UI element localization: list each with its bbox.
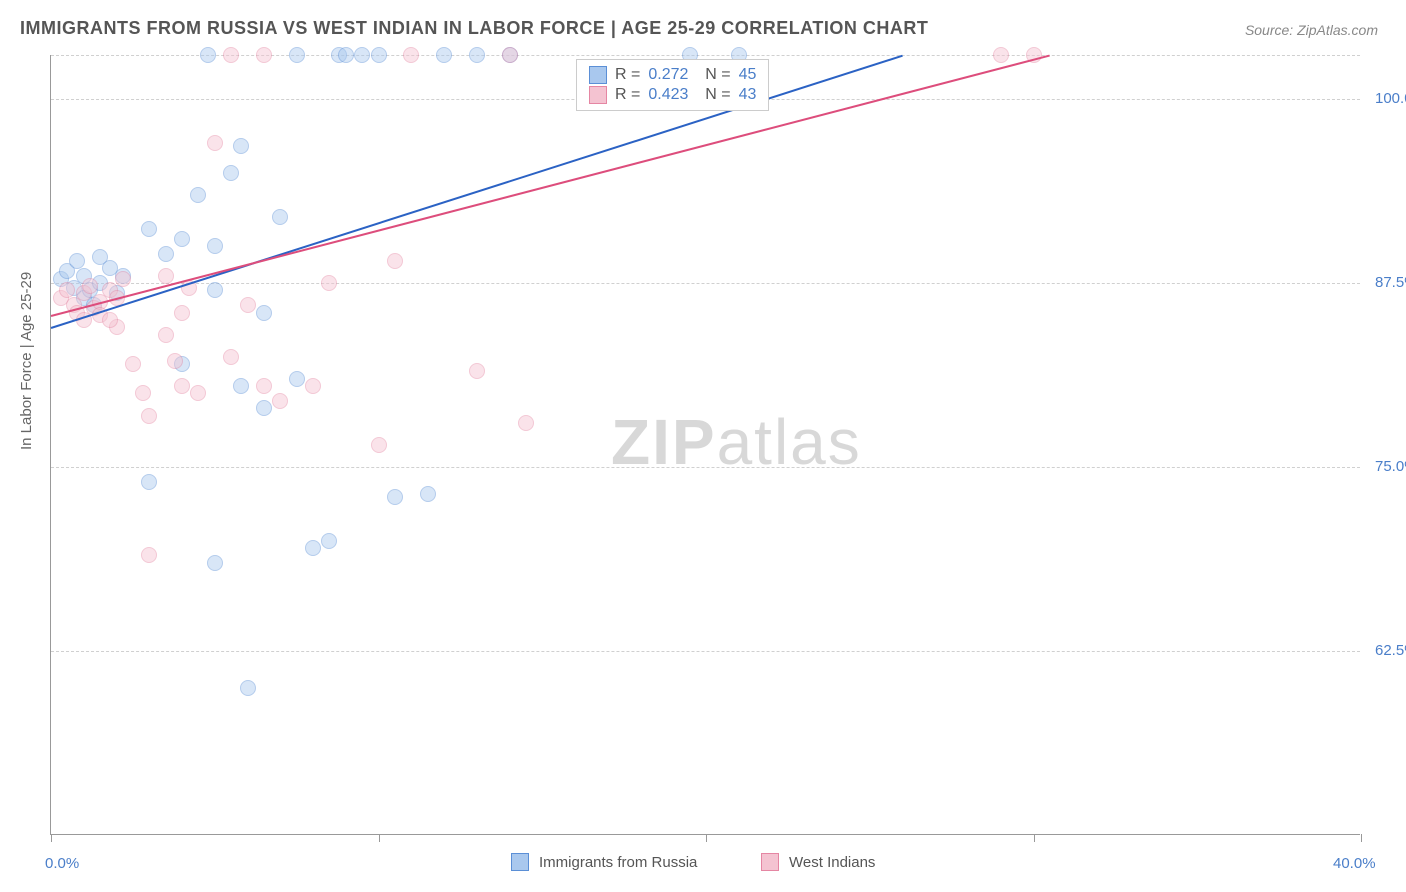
scatter-point [371, 47, 387, 63]
scatter-point [174, 305, 190, 321]
scatter-point [207, 282, 223, 298]
scatter-point [469, 47, 485, 63]
legend-swatch [589, 66, 607, 84]
source-label: Source: ZipAtlas.com [1245, 22, 1378, 38]
scatter-point [371, 437, 387, 453]
scatter-point [223, 47, 239, 63]
series-legend-item: West Indians [761, 853, 875, 871]
legend-n-label: N = [696, 66, 730, 84]
scatter-point [200, 47, 216, 63]
x-tick [51, 834, 52, 842]
scatter-point [92, 249, 108, 265]
x-tick [1361, 834, 1362, 842]
legend-swatch [511, 853, 529, 871]
scatter-point [190, 187, 206, 203]
y-tick-label: 87.5% [1375, 274, 1406, 291]
series-legend-item: Immigrants from Russia [511, 853, 697, 871]
scatter-point [321, 533, 337, 549]
scatter-point [256, 47, 272, 63]
scatter-point [321, 275, 337, 291]
y-tick-label: 100.0% [1375, 90, 1406, 107]
scatter-point [240, 297, 256, 313]
legend-swatch [761, 853, 779, 871]
scatter-point [223, 349, 239, 365]
scatter-point [338, 47, 354, 63]
scatter-point [190, 385, 206, 401]
legend-n-value: 45 [739, 66, 757, 84]
x-tick [379, 834, 380, 842]
scatter-point [59, 282, 75, 298]
scatter-point [125, 356, 141, 372]
scatter-point [305, 540, 321, 556]
x-tick [706, 834, 707, 842]
scatter-point [158, 327, 174, 343]
scatter-point [135, 385, 151, 401]
scatter-point [256, 378, 272, 394]
scatter-point [158, 246, 174, 262]
y-tick-label: 62.5% [1375, 642, 1406, 659]
grid-line [51, 651, 1360, 652]
scatter-point [102, 312, 118, 328]
legend-label: Immigrants from Russia [539, 854, 697, 871]
scatter-point [256, 400, 272, 416]
scatter-point [305, 378, 321, 394]
y-tick-label: 75.0% [1375, 458, 1406, 475]
scatter-point [233, 378, 249, 394]
legend-n-value: 43 [739, 86, 757, 104]
x-tick [1034, 834, 1035, 842]
grid-line [51, 467, 1360, 468]
scatter-point [387, 253, 403, 269]
scatter-point [403, 47, 419, 63]
plot-area: 62.5%75.0%87.5%100.0%0.0%40.0%ZIPatlasR … [50, 55, 1360, 835]
y-axis-title: In Labor Force | Age 25-29 [18, 272, 35, 450]
scatter-point [141, 221, 157, 237]
scatter-point [69, 253, 85, 269]
legend-swatch [589, 86, 607, 104]
scatter-point [223, 165, 239, 181]
scatter-point [289, 371, 305, 387]
scatter-point [82, 278, 98, 294]
scatter-point [207, 555, 223, 571]
scatter-point [141, 408, 157, 424]
scatter-point [436, 47, 452, 63]
correlation-legend-row: R = 0.423 N = 43 [589, 86, 756, 104]
legend-label: West Indians [789, 854, 875, 871]
scatter-point [518, 415, 534, 431]
scatter-point [272, 393, 288, 409]
scatter-point [115, 271, 131, 287]
scatter-point [502, 47, 518, 63]
scatter-point [141, 474, 157, 490]
scatter-point [289, 47, 305, 63]
correlation-legend: R = 0.272 N = 45R = 0.423 N = 43 [576, 59, 769, 111]
scatter-point [993, 47, 1009, 63]
legend-r-value: 0.272 [648, 66, 688, 84]
scatter-point [158, 268, 174, 284]
legend-r-label: R = [615, 66, 640, 84]
legend-r-label: R = [615, 86, 640, 104]
grid-line [51, 55, 1360, 56]
scatter-point [420, 486, 436, 502]
legend-n-label: N = [696, 86, 730, 104]
legend-r-value: 0.423 [648, 86, 688, 104]
scatter-point [256, 305, 272, 321]
grid-line [51, 283, 1360, 284]
scatter-point [174, 378, 190, 394]
scatter-point [167, 353, 183, 369]
scatter-point [141, 547, 157, 563]
scatter-point [240, 680, 256, 696]
scatter-point [233, 138, 249, 154]
scatter-point [354, 47, 370, 63]
x-tick-label: 0.0% [45, 855, 79, 872]
scatter-point [207, 135, 223, 151]
scatter-point [469, 363, 485, 379]
chart-title: IMMIGRANTS FROM RUSSIA VS WEST INDIAN IN… [20, 18, 928, 39]
scatter-point [272, 209, 288, 225]
trend-line [51, 55, 903, 329]
correlation-legend-row: R = 0.272 N = 45 [589, 66, 756, 84]
x-tick-label: 40.0% [1333, 855, 1376, 872]
scatter-point [387, 489, 403, 505]
scatter-point [174, 231, 190, 247]
scatter-point [207, 238, 223, 254]
